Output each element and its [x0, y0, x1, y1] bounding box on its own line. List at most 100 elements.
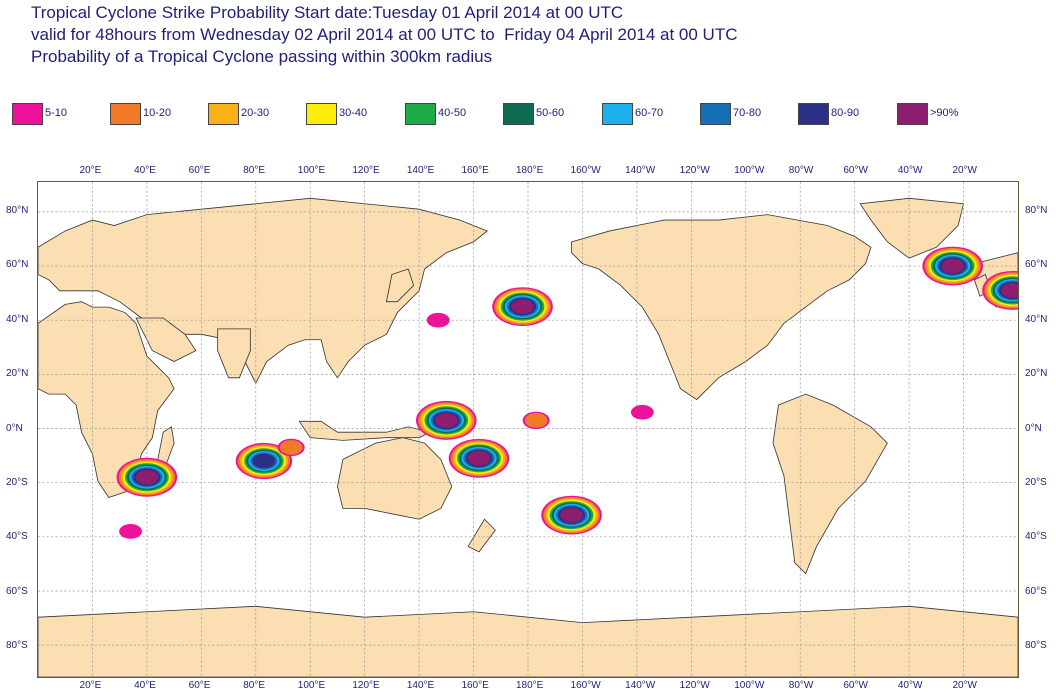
latitude-label-left: 60°N [6, 259, 29, 271]
legend-swatch [110, 103, 141, 125]
probability-contour [279, 440, 303, 455]
latitude-label-left: 20°N [6, 368, 29, 380]
legend-label: 20-30 [241, 107, 270, 119]
probability-area [492, 287, 553, 327]
probability-contour [511, 299, 534, 314]
longitude-label-bottom: 180°E [516, 680, 544, 691]
legend-label: 80-90 [831, 107, 860, 119]
probability-area [119, 524, 142, 539]
north-america-land [571, 214, 872, 401]
africa-land [38, 301, 175, 498]
legend-label: 30-40 [339, 107, 368, 119]
longitude-label-top: 20°W [952, 165, 977, 176]
map-canvas [38, 182, 1018, 677]
legend-swatch [405, 103, 436, 125]
latitude-label-left: 60°S [6, 585, 28, 597]
probability-contour [119, 524, 142, 539]
longitude-label-top: 120°E [352, 165, 380, 176]
longitude-label-bottom: 100°W [734, 680, 765, 691]
latitude-label-right: 80°N [1025, 205, 1048, 216]
probability-contour [434, 413, 458, 428]
latitude-label-right: 40°N [1025, 313, 1048, 325]
title-line-3: Probability of a Tropical Cyclone passin… [31, 47, 493, 66]
world-map [37, 181, 1019, 678]
legend-label: 50-60 [536, 107, 565, 119]
latitude-label-left: 40°S [6, 531, 28, 543]
probability-contour [630, 404, 654, 420]
longitude-label-bottom: 20°E [79, 680, 102, 691]
probability-area [116, 457, 178, 497]
legend-swatch [700, 103, 731, 125]
madagascar-land [157, 426, 175, 466]
eurasia-land [38, 197, 488, 385]
legend-label: 5-10 [45, 107, 68, 119]
longitude-label-bottom: 60°W [843, 680, 868, 691]
longitude-label-bottom: 80°W [788, 680, 814, 691]
title-line-2: valid for 48hours from Wednesday 02 Apri… [31, 25, 738, 44]
longitude-label-bottom: 20°W [952, 680, 977, 691]
india-land [217, 328, 251, 379]
latitude-label-left: 40°N [6, 313, 29, 325]
south-america-land [772, 393, 888, 575]
latitude-label-right: 0°N [1025, 422, 1042, 434]
longitude-label-bottom: 140°W [625, 680, 656, 691]
map-title: Tropical Cyclone Strike Probability Star… [31, 2, 738, 68]
indonesia-land [298, 420, 432, 441]
legend-swatch [798, 103, 829, 125]
longitude-label-bottom: 40°W [897, 680, 923, 691]
longitude-label-top: 160°W [570, 165, 601, 176]
legend-swatch [503, 103, 534, 125]
probability-contour [1001, 283, 1018, 298]
legend-swatch [12, 103, 43, 125]
longitude-label-bottom: 100°E [297, 680, 326, 691]
latitude-label-right: 20°N [1025, 368, 1048, 380]
latitude-label-right: 40°S [1025, 531, 1047, 543]
longitude-label-bottom: 40°E [134, 680, 156, 691]
longitude-label-top: 180°E [516, 165, 544, 176]
probability-area [416, 400, 477, 440]
latitude-label-left: 80°N [6, 205, 29, 216]
probability-contour [560, 507, 583, 523]
probability-area [982, 270, 1018, 310]
legend-swatch [306, 103, 337, 125]
latitude-label-right: 80°S [1025, 640, 1047, 651]
longitude-label-top: 120°W [679, 165, 710, 176]
longitude-label-bottom: 80°E [243, 680, 266, 691]
longitude-label-bottom: 160°W [570, 680, 601, 691]
longitude-label-bottom: 60°E [188, 680, 211, 691]
longitude-label-top: 60°W [843, 165, 868, 176]
longitude-label-top: 140°W [625, 165, 656, 176]
probability-area [922, 246, 983, 286]
probability-contour [252, 453, 276, 469]
latitude-label-left: 80°S [6, 640, 28, 651]
new-zealand-land [467, 518, 496, 553]
longitude-label-top: 60°E [188, 165, 211, 176]
probability-area [522, 411, 550, 430]
probability-area [277, 438, 305, 457]
probability-contour [467, 450, 491, 466]
longitude-label-top: 20°E [79, 165, 102, 176]
probability-area [426, 312, 450, 328]
longitude-label-top: 100°E [297, 165, 326, 176]
legend-swatch [208, 103, 239, 125]
probability-contour [524, 413, 548, 428]
longitude-label-top: 100°W [734, 165, 765, 176]
longitude-label-top: 40°W [897, 165, 923, 176]
latitude-label-left: 0°N [6, 422, 23, 434]
longitude-label-top: 80°W [788, 165, 814, 176]
australia-land [337, 437, 453, 520]
latitude-label-left: 20°S [6, 476, 28, 488]
probability-area [235, 442, 293, 480]
longitude-label-bottom: 160°E [461, 680, 489, 691]
graticule-grid [38, 182, 1018, 677]
legend-label: 60-70 [635, 107, 664, 119]
longitude-label-top: 80°E [243, 165, 266, 176]
legend-label: >90% [930, 107, 959, 119]
land-masses [38, 197, 1018, 677]
longitude-label-top: 40°E [134, 165, 156, 176]
probability-contour [135, 469, 159, 485]
probability-contour [426, 312, 450, 328]
latitude-label-right: 20°S [1025, 476, 1047, 488]
probability-area [541, 495, 602, 535]
longitude-label-bottom: 120°E [352, 680, 380, 691]
